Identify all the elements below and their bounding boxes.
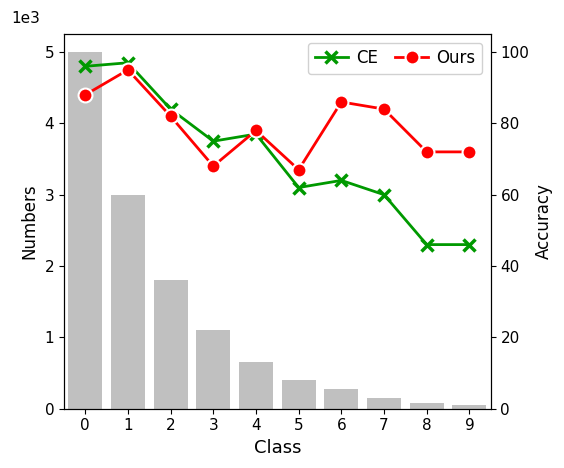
Bar	[68, 52, 102, 409]
Line: Ours: Ours	[78, 63, 477, 176]
Ours	[296, 167, 302, 173]
CE	[125, 60, 131, 66]
Ours	[381, 106, 387, 112]
X-axis label: Class: Class	[254, 439, 301, 457]
CE	[296, 185, 302, 190]
Y-axis label: Accuracy: Accuracy	[535, 183, 553, 259]
Ours	[82, 92, 89, 98]
Bar	[196, 330, 230, 409]
Ours	[338, 99, 345, 105]
Ours	[466, 149, 473, 155]
Bar	[324, 389, 358, 409]
Bar	[153, 280, 188, 409]
Line: CE: CE	[79, 57, 475, 251]
Ours	[424, 149, 430, 155]
Bar	[409, 403, 444, 409]
CE	[424, 242, 430, 248]
Bar	[452, 405, 487, 409]
Y-axis label: Numbers: Numbers	[21, 183, 39, 259]
Ours	[167, 113, 174, 119]
CE	[210, 139, 217, 144]
Legend: CE, Ours: CE, Ours	[308, 43, 482, 74]
CE	[466, 242, 473, 248]
Bar	[111, 195, 145, 409]
CE	[253, 131, 259, 137]
Bar	[281, 380, 316, 409]
Ours	[125, 67, 131, 73]
CE	[167, 106, 174, 112]
Ours	[210, 163, 217, 169]
CE	[82, 64, 89, 69]
Bar	[367, 398, 401, 409]
Ours	[253, 128, 259, 133]
Bar	[239, 362, 273, 409]
CE	[338, 177, 345, 183]
Text: 1e3: 1e3	[11, 11, 40, 26]
CE	[381, 192, 387, 197]
